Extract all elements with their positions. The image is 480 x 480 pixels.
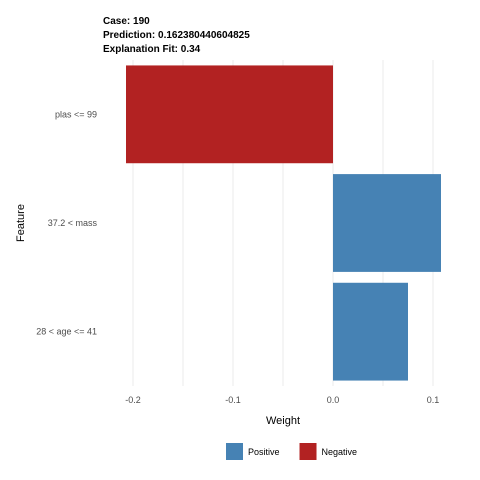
legend-swatch-negative [299, 443, 317, 460]
y-tick-label: 37.2 < mass [48, 218, 98, 228]
legend-label-negative: Negative [322, 447, 358, 457]
case-label: Case: 190 [103, 16, 150, 27]
y-tick-labels: plas <= 99 37.2 < mass 28 < age <= 41 [36, 109, 97, 336]
x-tick-label: 0.1 [427, 395, 440, 405]
x-tick-label: 0.0 [327, 395, 340, 405]
bar-plas-99 [126, 65, 333, 164]
x-tick-labels: -0.2 -0.1 0.0 0.1 [125, 395, 439, 405]
bars [126, 65, 441, 381]
y-tick-label: 28 < age <= 41 [36, 327, 97, 337]
legend-label-positive: Positive [248, 447, 280, 457]
bar-28-age-41 [333, 282, 408, 381]
bar-37-2-mass [333, 174, 441, 272]
explanation-fit-label: Explanation Fit: 0.34 [103, 44, 201, 55]
x-tick-label: -0.2 [125, 395, 141, 405]
prediction-label: Prediction: 0.162380440604825 [103, 30, 250, 41]
legend-swatch-positive [226, 443, 243, 460]
chart-header: Case: 190 Prediction: 0.162380440604825 … [103, 16, 250, 55]
y-axis-title: Feature [15, 204, 27, 242]
x-tick-label: -0.1 [225, 395, 241, 405]
y-tick-label: plas <= 99 [55, 109, 97, 119]
legend: Positive Negative [226, 443, 357, 460]
x-axis-title: Weight [266, 415, 300, 427]
